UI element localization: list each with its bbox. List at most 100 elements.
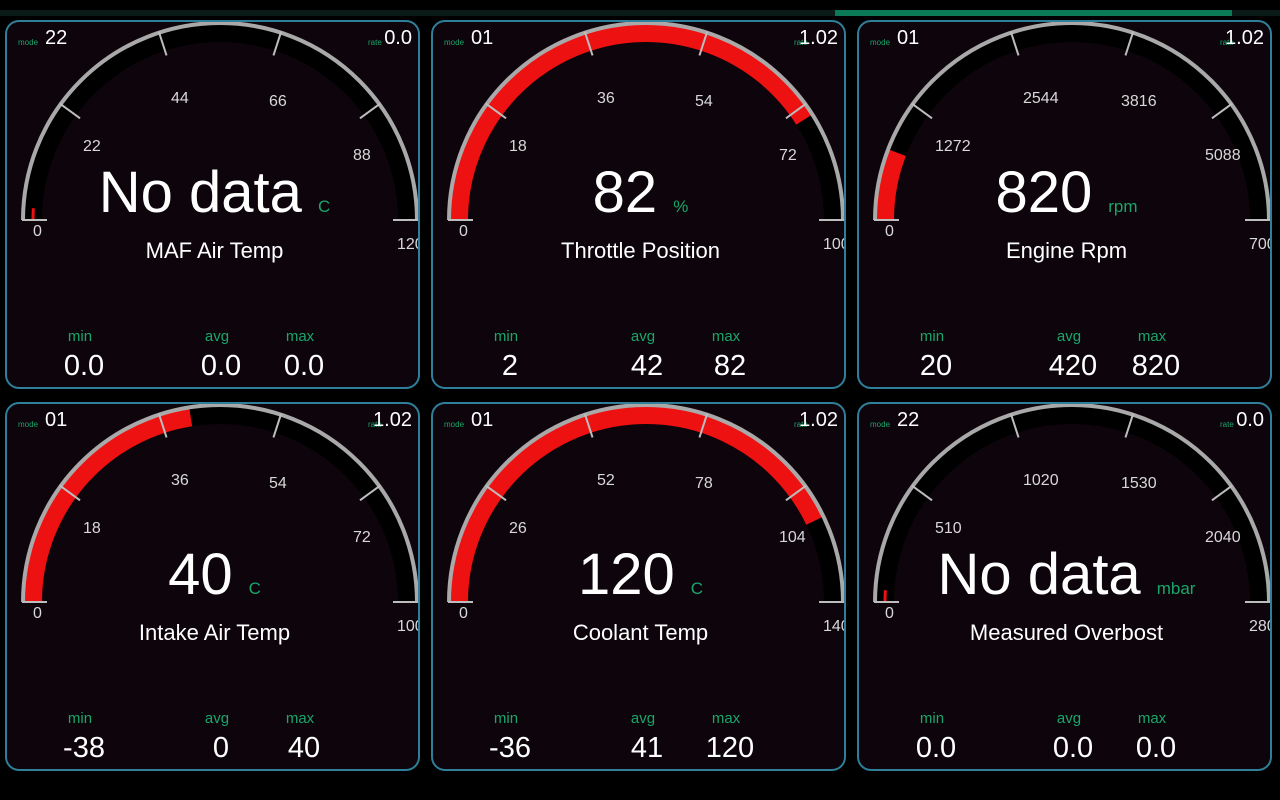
gauge-tick-label: 52 [597,472,615,489]
gauge-tick [359,102,381,120]
gauge-tick [911,484,933,502]
top-status-bar [0,10,1280,16]
gauge-readout: 120 C [433,541,844,608]
gauge-tick [1211,102,1233,120]
gauge-tick-label: 2040 [1205,529,1241,546]
stat-min-label: min [919,710,945,727]
gauge-tick-label: 66 [269,93,287,110]
mode-value: 01 [897,27,920,49]
mode-label: mode [444,38,465,47]
gauge-tick-label: 36 [597,90,615,107]
gauge-readout: 40 C [7,541,418,608]
gauge-value: 120 [577,542,675,607]
mode-value: 01 [45,409,68,431]
gauge-tick [59,102,81,120]
gauge-tick [785,484,807,502]
rate-label: rate [368,38,382,47]
mode-value: 22 [45,27,68,49]
stat-min-label: min [493,328,519,345]
gauge-tick-label: 18 [83,520,101,537]
gauge-title: Throttle Position [561,238,720,263]
stat-avg-value: 0.0 [200,350,242,382]
gauge-tick [157,413,168,438]
gauge-value: 82 [592,160,658,225]
gauge-tick-label: 88 [353,147,371,164]
stat-min-value: -36 [489,732,531,764]
rate-value: 1.02 [1225,27,1264,49]
gauge-tick [785,102,807,120]
gauge-tick [1211,484,1233,502]
stat-min-value: -38 [63,732,105,764]
gauge-value: 40 [168,542,233,607]
mode-value: 22 [897,409,920,431]
rate-label: rate [1220,420,1234,429]
gauge-tick [272,31,283,56]
stat-avg-label: avg [1056,328,1082,345]
gauge-readout: No data mbar [859,541,1270,608]
stat-avg-value: 0 [212,732,230,764]
rate-value: 1.02 [373,409,412,431]
gauge-tick-label: 1530 [1121,475,1157,492]
gauge-tick [359,484,381,502]
gauge-tick-label: 2544 [1023,90,1059,107]
gauge-tick-label: 0 [885,605,894,622]
gauge-track [876,24,1268,221]
gauge-tick-label: 5088 [1205,147,1241,164]
gauge-dial [873,22,1270,221]
stat-max-label: max [285,710,315,727]
gauge-unit: C [317,197,331,216]
stat-avg-value: 42 [630,350,664,382]
gauge-tick-label: 100 [397,618,418,635]
gauge-tick [157,31,168,56]
rate-label: rate [1220,38,1234,47]
mode-value: 01 [471,27,494,49]
gauge-title: Intake Air Temp [138,620,291,645]
gauge-tick-label: 104 [779,529,806,546]
gauge-tick [272,413,283,438]
gauge-tick [1124,31,1135,56]
gauge-tick-label: 120 [397,236,418,253]
gauge-tick-label: 2800 [1249,618,1270,635]
gauge-title: MAF Air Temp [145,238,284,263]
mode-value: 01 [471,409,494,431]
gauge-dial [873,404,1270,603]
gauge-title: Measured Overbost [969,620,1164,645]
gauge-fill-arc [450,406,823,603]
stat-avg-label: avg [1056,710,1082,727]
gauge-tick [1124,413,1135,438]
gauge-rim [21,22,418,221]
gauge-rim [447,404,844,603]
gauge-tick-label: 26 [509,520,527,537]
gauge-unit: C [690,579,704,598]
stat-min-value: 0.0 [63,350,105,382]
stat-max-value: 0.0 [1135,732,1177,764]
stat-max-value: 820 [1131,350,1181,382]
stat-max-label: max [711,328,741,345]
gauge-card[interactable]: 05101020153020402800mode22rate0.0No data… [857,402,1272,771]
mode-label: mode [18,38,39,47]
gauge-dial [447,22,844,221]
gauge-value: No data [98,160,302,225]
gauge-tick-label: 100 [823,236,844,253]
stat-min-label: min [493,710,519,727]
gauge-tick-label: 0 [459,223,468,240]
gauge-tick-label: 54 [695,93,713,110]
gauge-dial [447,404,844,603]
rate-value: 1.02 [799,27,838,49]
stat-max-label: max [711,710,741,727]
stat-max-value: 120 [705,732,755,764]
gauge-tick-label: 78 [695,475,713,492]
gauge-tick-label: 7000 [1249,236,1270,253]
gauge-tick-label: 1272 [935,138,971,155]
gauge-tick-label: 44 [171,90,189,107]
mode-label: mode [444,420,465,429]
stat-avg-label: avg [630,710,656,727]
gauge-fill-arc [876,149,906,221]
gauge-fill-arc [450,24,812,221]
gauge-tick-label: 0 [33,223,42,240]
